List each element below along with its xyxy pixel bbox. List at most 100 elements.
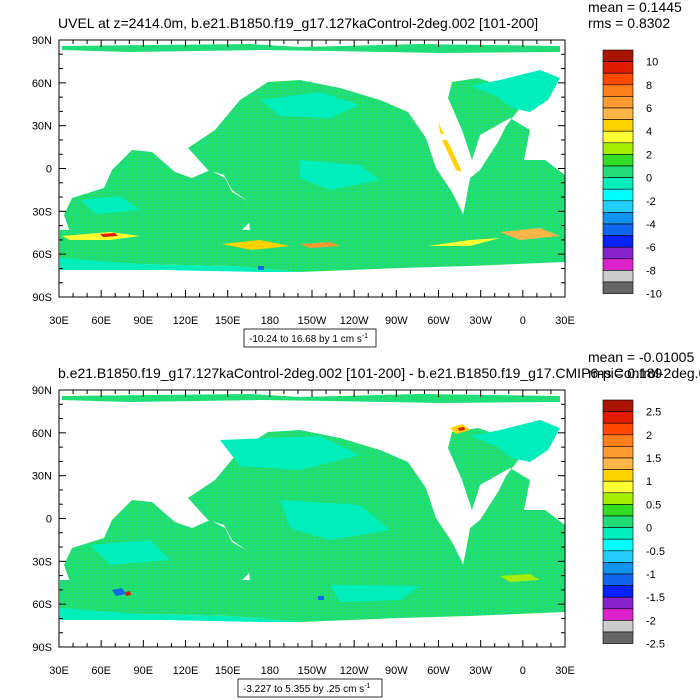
colorbar-swatch <box>602 527 634 540</box>
colorbar-swatch <box>602 620 634 633</box>
x-tick-label: 30E <box>555 315 575 327</box>
colorbar-swatch <box>602 212 634 225</box>
colorbar-swatch <box>602 399 634 412</box>
colorbar-label: -4 <box>646 219 656 231</box>
y-tick-label: 90S <box>32 292 52 304</box>
colorbar-swatch <box>602 538 634 552</box>
colorbar-label: 2.5 <box>646 407 661 419</box>
range-label: -10.24 to 16.68 by 1 cm s-1 <box>249 333 368 345</box>
y-tick-label: 30N <box>32 121 52 133</box>
y-tick-label: 90N <box>32 385 52 397</box>
colorbar-label: 2 <box>646 149 652 161</box>
y-tick-label: 60N <box>32 428 52 440</box>
x-tick-label: 90W <box>385 665 408 677</box>
x-tick-label: 120W <box>340 665 369 677</box>
chart-title: b.e21.B1850.f19_g17.127kaControl-2deg.00… <box>58 365 700 381</box>
colorbar-label: -0.5 <box>646 546 665 558</box>
x-tick-label: 60E <box>91 665 111 677</box>
x-tick-label: 90E <box>134 665 154 677</box>
panel-top: UVEL at z=2414.0m, b.e21.B1850.f19_g17.1… <box>32 0 682 348</box>
x-tick-label: 30W <box>469 315 492 327</box>
colorbar-swatch <box>602 422 634 436</box>
colorbar-label: -2.5 <box>646 639 665 651</box>
colorbar-swatch <box>602 550 634 563</box>
colorbar-swatch <box>602 96 634 109</box>
colorbar-label: 2 <box>646 430 652 442</box>
colorbar-swatch <box>602 246 634 260</box>
colorbar-label: -1 <box>646 569 656 581</box>
x-tick-label: 120E <box>173 665 199 677</box>
y-axis: 90N 60N 30N 0 30S 60S 90S <box>32 385 565 654</box>
colorbar-swatch <box>602 631 634 644</box>
colorbar-label: 1 <box>646 476 652 488</box>
x-tick-label: 120W <box>340 315 369 327</box>
colorbar-swatch <box>602 188 634 202</box>
colorbar-swatch <box>602 130 634 144</box>
colorbar-swatch <box>602 200 634 213</box>
colorbar-label: 0 <box>646 173 652 185</box>
colorbar-label: 6 <box>646 103 652 115</box>
colorbar-label: -8 <box>646 265 656 277</box>
colorbar-swatch <box>602 235 634 248</box>
colorbar-swatch <box>602 270 634 283</box>
x-tick-label: 150E <box>215 665 241 677</box>
colorbar-swatch <box>602 562 634 575</box>
colorbar-swatch <box>602 281 634 294</box>
y-tick-label: 60S <box>32 599 52 611</box>
colorbar-swatch <box>602 585 634 598</box>
colorbar-swatch <box>602 177 634 190</box>
colorbar-swatch <box>602 504 634 517</box>
map-field <box>59 40 565 297</box>
colorbar-label: 4 <box>646 126 652 138</box>
x-tick-label: 0 <box>520 315 526 327</box>
colorbar-label: 0.5 <box>646 499 661 511</box>
colorbar-swatch <box>602 154 634 167</box>
colorbar-swatch <box>602 61 634 74</box>
rms-label: rms = 0.189 <box>588 365 663 381</box>
colorbar: 2.5 2 1.5 1 0.5 0 -0.5 -1 -1.5 -2 -2.5 <box>602 399 665 651</box>
colorbar-swatch <box>602 492 634 505</box>
colorbar-swatch <box>602 119 634 132</box>
colorbar-label: -2 <box>646 615 656 627</box>
colorbar-swatch <box>602 573 634 586</box>
chart-title: UVEL at z=2414.0m, b.e21.B1850.f19_g17.1… <box>58 15 538 31</box>
colorbar-swatch <box>602 596 634 610</box>
colorbar-swatch <box>602 457 634 470</box>
colorbar-swatch <box>602 258 634 271</box>
colorbar-swatch <box>602 84 634 97</box>
colorbar-label: 1.5 <box>646 453 661 465</box>
x-tick-label: 180 <box>261 665 279 677</box>
y-axis: 90N 60N 30N 0 30S 60S 90S <box>32 35 565 304</box>
x-tick-label: 30E <box>49 665 69 677</box>
x-tick-label: 150W <box>298 315 327 327</box>
x-tick-label: 90W <box>385 315 408 327</box>
colorbar-swatch <box>602 142 634 155</box>
y-tick-label: 60S <box>32 249 52 261</box>
colorbar-label: -6 <box>646 242 656 254</box>
colorbar-swatch <box>602 434 634 447</box>
x-tick-label: 150E <box>215 315 241 327</box>
x-tick-label: 30E <box>49 315 69 327</box>
colorbar-label: -1.5 <box>646 592 665 604</box>
rms-label: rms = 0.8302 <box>588 15 670 31</box>
mean-label: mean = 0.1445 <box>588 0 682 15</box>
colorbar-swatch <box>602 515 634 528</box>
x-axis: 30E 60E 90E 120E 150E 180 150W 120W 90W 60W 30W 0 30… <box>49 40 575 327</box>
y-tick-label: 30S <box>32 206 52 218</box>
colorbar-swatch <box>602 49 634 62</box>
colorbar-swatch <box>602 72 634 86</box>
colorbar-label: -10 <box>646 289 662 301</box>
mean-label: mean = -0.01005 <box>588 349 694 365</box>
colorbar-swatch <box>602 469 634 482</box>
map-field <box>59 390 565 647</box>
colorbar-swatch <box>602 608 634 621</box>
y-tick-label: 30N <box>32 471 52 483</box>
x-tick-label: 150W <box>298 665 327 677</box>
x-tick-label: 60W <box>427 315 450 327</box>
x-axis: 30E 60E 90E 120E 150E 180 150W 120W 90W 60W 30W 0 30… <box>49 390 575 677</box>
x-tick-label: 90E <box>134 315 154 327</box>
colorbar-swatch <box>602 165 634 178</box>
y-tick-label: 30S <box>32 556 52 568</box>
colorbar-swatch <box>602 446 634 459</box>
